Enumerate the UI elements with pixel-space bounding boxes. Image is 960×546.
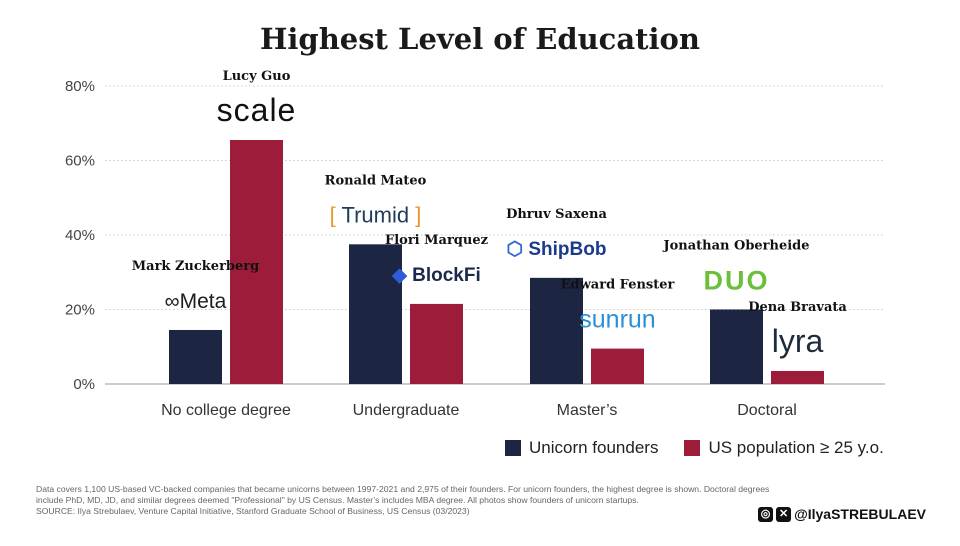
- founder-name: Jonathan Oberheide: [662, 239, 809, 254]
- founder-name: Mark Zuckerberg: [132, 259, 259, 274]
- founder-name: Edward Fenster: [561, 278, 675, 293]
- meta-logo: ∞Meta: [165, 290, 227, 313]
- y-tick-label: 40%: [65, 227, 95, 244]
- founder-name: Flori Marquez: [385, 233, 488, 248]
- bar-founders-3: [710, 309, 763, 384]
- x-category-label: Doctoral: [737, 402, 797, 419]
- lyra-logo: lyra: [772, 323, 824, 359]
- y-tick-label: 60%: [65, 153, 95, 170]
- footnote-line-1: Data covers 1,100 US-based VC-backed com…: [36, 484, 770, 494]
- sunrun-logo: sunrun: [579, 306, 655, 334]
- founder-name: Dhruv Saxena: [506, 207, 607, 222]
- y-tick-label: 20%: [65, 302, 95, 319]
- trumid-logo: [ Trumid ]: [330, 202, 422, 227]
- x-category-label: No college degree: [161, 402, 291, 419]
- legend-label-us-population: US population ≥ 25 y.o.: [708, 438, 884, 457]
- legend-item-us-population: US population ≥ 25 y.o.: [684, 438, 884, 458]
- founder-name: Ronald Mateo: [325, 173, 427, 188]
- footnote-line-2: include PhD, MD, JD, and similar degrees…: [36, 495, 639, 505]
- blockfi-logo: ◆ BlockFi: [391, 265, 481, 286]
- bar-founders-0: [169, 329, 222, 384]
- legend-label-founders: Unicorn founders: [529, 438, 659, 457]
- duo-logo: DUO: [704, 266, 770, 296]
- legend: Unicorn founders US population ≥ 25 y.o.: [505, 438, 884, 458]
- y-tick-label: 0%: [73, 376, 95, 393]
- x-category-label: Master’s: [557, 402, 618, 419]
- x-icon: ✕: [776, 506, 792, 522]
- scale-logo: scale: [217, 92, 297, 128]
- bar-us-population-1: [410, 303, 463, 384]
- legend-swatch-us-population: [684, 440, 701, 456]
- bar-us-population-0: [230, 140, 283, 384]
- social-handle[interactable]: ◎ ✕ @IlyaSTREBULAEV: [758, 506, 926, 522]
- shipbob-logo: ⬡ ShipBob: [507, 239, 607, 260]
- bar-us-population-2: [591, 348, 644, 384]
- bar-us-population-3: [771, 370, 824, 384]
- y-tick-label: 80%: [65, 78, 95, 95]
- source-note: SOURCE: Ilya Strebulaev, Venture Capital…: [36, 506, 470, 516]
- chart-title: Highest Level of Education: [260, 22, 700, 56]
- founder-name: Dena Bravata: [748, 300, 847, 315]
- bar-founders-2: [530, 277, 583, 384]
- legend-swatch-founders: [505, 440, 521, 456]
- handle-text: @IlyaSTREBULAEV: [794, 506, 926, 522]
- legend-item-founders: Unicorn founders: [505, 438, 658, 458]
- bar-founders-1: [349, 244, 402, 384]
- x-category-label: Undergraduate: [353, 402, 460, 419]
- founder-name: Lucy Guo: [223, 69, 291, 84]
- footnotes: Data covers 1,100 US-based VC-backed com…: [36, 484, 836, 517]
- instagram-icon: ◎: [758, 506, 774, 522]
